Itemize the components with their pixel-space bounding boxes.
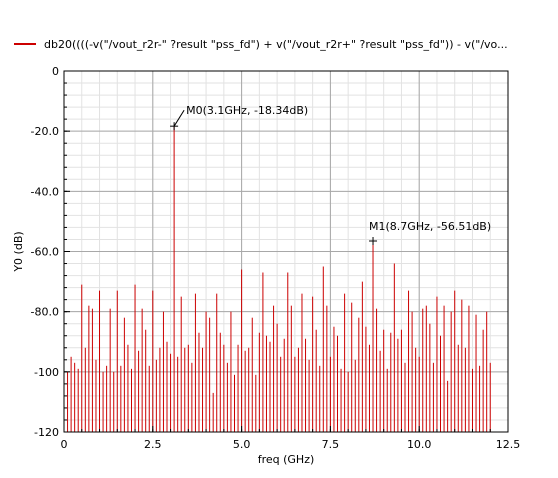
x-tick-label: 10.0 (407, 438, 432, 451)
marker-leader (173, 109, 185, 127)
y-tick-label: 0 (52, 65, 59, 78)
y-tick-label: -20.0 (31, 125, 59, 138)
ticks (63, 70, 509, 433)
y-tick-label: -40.0 (31, 185, 59, 198)
tick-labels: 0 2.5 5.0 7.5 10.0 12.5 0 -20.0 -40.0 -60.0 -80.0 -… (31, 65, 521, 451)
y-tick-label: -100 (34, 366, 59, 379)
y-tick-label: -60.0 (31, 246, 59, 259)
x-tick-label: 7.5 (322, 438, 340, 451)
y-tick-label: -80.0 (31, 306, 59, 319)
x-tick-label: 12.5 (496, 438, 521, 451)
y-axis-label: Y0 (dB) (12, 231, 25, 272)
x-tick-label: 5.0 (233, 438, 251, 451)
y-tick-label: -120 (34, 426, 59, 439)
grid (63, 70, 509, 433)
legend-swatch (14, 43, 36, 45)
spectrum-bars (63, 126, 491, 432)
marker-label: M0(3.1GHz, -18.34dB) (186, 104, 308, 117)
x-tick-label: 0 (61, 438, 68, 451)
legend-label: db20((((-v("/vout_r2r-" ?result "pss_fd"… (44, 37, 508, 51)
x-tick-label: 2.5 (144, 438, 162, 451)
legend: db20((((-v("/vout_r2r-" ?result "pss_fd"… (14, 36, 508, 52)
x-axis-label: freq (GHz) (258, 453, 315, 466)
marker-label: M1(8.7GHz, -56.51dB) (369, 220, 491, 233)
markers: M0(3.1GHz, -18.34dB) M1(8.7GHz, -56.51dB) (170, 104, 491, 246)
